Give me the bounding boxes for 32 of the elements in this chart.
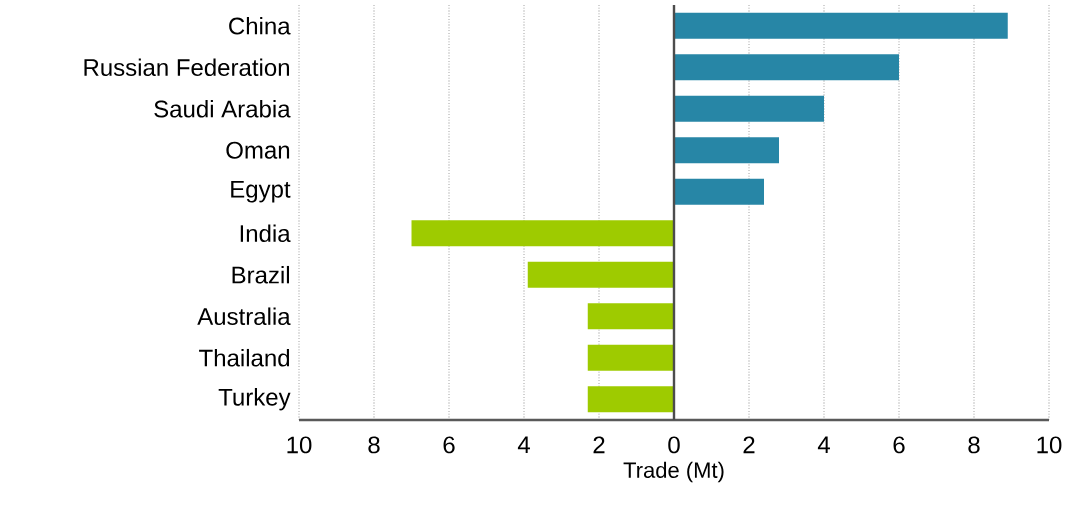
x-axis-title: Trade (Mt) [623, 461, 724, 483]
y-tick-label: Turkey [218, 388, 291, 411]
y-tick-label: Saudi Arabia [154, 99, 291, 118]
x-tick-label: 8 [368, 436, 380, 454]
x-tick-label: 4 [517, 436, 530, 453]
x-tick-label: 2 [743, 436, 755, 454]
x-tick-label: 2 [593, 436, 605, 454]
x-tick-label: 0 [668, 436, 680, 454]
y-tick-label: Egypt [231, 181, 291, 203]
x-tick-label: 6 [443, 436, 455, 454]
bar [674, 137, 779, 164]
y-tick-label: Brazil [232, 265, 289, 284]
x-tick-label: 8 [968, 436, 980, 454]
y-tick-label: Thailand [199, 348, 290, 367]
y-tick-label: Australia [197, 307, 291, 326]
bar [587, 303, 674, 330]
x-tick-label: 6 [893, 436, 905, 454]
bar [674, 12, 1008, 39]
bar [411, 220, 674, 247]
x-tick-label: 10 [287, 436, 312, 454]
bar [674, 178, 765, 205]
y-tick-label: Russian Federation [84, 58, 289, 77]
y-tick-label: China [229, 16, 291, 35]
bar [587, 344, 674, 371]
y-tick-label: Oman [226, 141, 290, 159]
bar [674, 54, 899, 81]
y-tick-label: India [240, 224, 291, 243]
x-tick-label: 4 [817, 436, 830, 453]
bar [527, 261, 674, 288]
bar [674, 95, 824, 122]
x-tick-label: 10 [1037, 436, 1062, 454]
bar [587, 386, 674, 413]
